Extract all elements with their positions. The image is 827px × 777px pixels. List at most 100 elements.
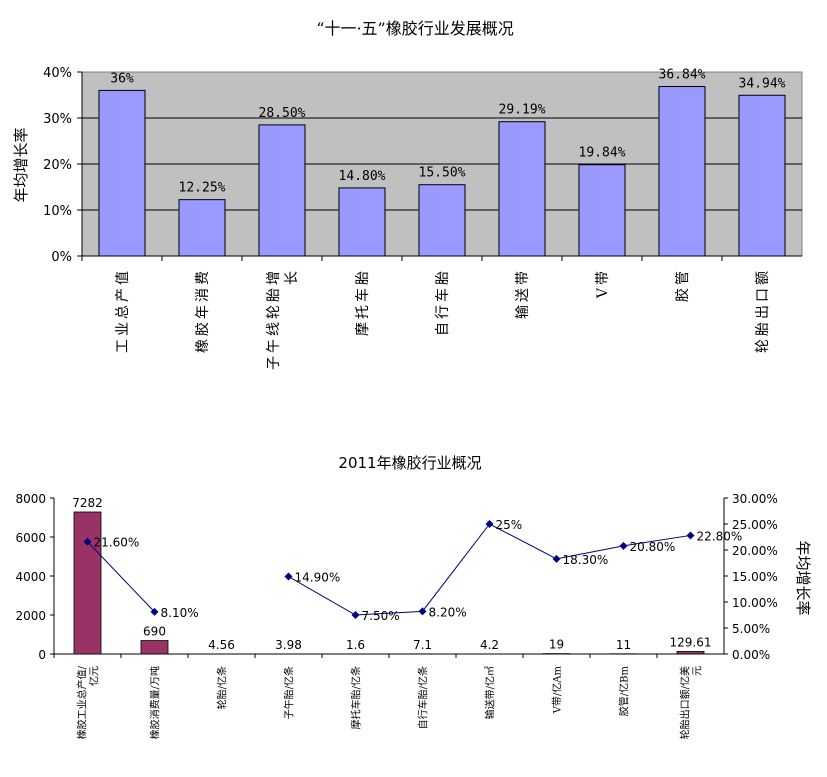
chart-1-category-label: 胶管	[674, 268, 691, 302]
chart-2-line-point	[485, 520, 494, 528]
chart-2-line-point	[686, 531, 695, 540]
chart-2-line-label: 25%	[496, 518, 523, 532]
chart-2-bar-label: 7.1	[413, 638, 432, 652]
chart-1-bar	[738, 94, 786, 257]
chart-2-y2-tick-label: 0.00%	[732, 648, 770, 662]
chart-2-line-label: 8.10%	[161, 606, 199, 620]
chart-1-y-tick-label: 20%	[43, 158, 72, 173]
chart-1-category-label: 轮胎出口额	[755, 268, 771, 353]
chart-2-line-segment	[288, 523, 691, 616]
chart-1-y-tick-label: 10%	[43, 204, 72, 219]
chart-1-bar	[658, 86, 706, 257]
chart-1-category-label: 摩托车胎	[354, 268, 371, 336]
chart-2-bar-label: 4.2	[480, 638, 499, 652]
chart-2-y-tick-label: 4000	[15, 570, 46, 584]
chart-2-y-tick-label: 2000	[15, 609, 46, 623]
chart-2-category-label: 轮胎/亿条	[216, 666, 229, 709]
chart-2-bar-label: 3.98	[275, 638, 302, 652]
chart-1-bar	[338, 187, 386, 257]
chart-2-line-point	[284, 572, 293, 581]
chart-1-data-label: 14.80%	[339, 169, 386, 184]
chart-1-data-label: 29.19%	[499, 103, 546, 118]
chart-1-category-label: 长	[284, 268, 300, 285]
chart-1-data-label: 15.50%	[419, 166, 466, 181]
chart-1-category-label: 橡胶年消费	[194, 268, 211, 353]
chart-2-category-label: 轮胎出口额/亿美	[679, 666, 692, 739]
chart-1-y-tick-label: 30%	[43, 112, 72, 127]
chart-2-y2label: 年均增长率	[794, 540, 812, 615]
chart-2-x-axis: 橡胶工业总产值/亿元 橡胶消费量/万吨 轮胎/亿条 子午胎/亿条 摩托车胎/亿条 自行车胎…	[53, 654, 704, 739]
chart-1-category-label: 工业总产值	[115, 268, 131, 353]
chart-1-y-tick-label: 40%	[43, 66, 72, 81]
chart-2-bar	[73, 511, 102, 655]
chart-1-data-label: 36.84%	[659, 68, 706, 83]
chart-1-y-tick-label: 0%	[51, 250, 72, 265]
chart-2-y2-tick-label: 30.00%	[732, 492, 778, 506]
chart-1-data-labels: 36% 12.25% 28.50% 14.80% 15.50% 29.19% 19.84% 3…	[110, 68, 785, 196]
chart-1-data-label: 19.84%	[579, 146, 626, 161]
chart-2-y-axis: 0 2000 4000 6000 8000	[15, 492, 54, 662]
chart-1-category-label: 子午线轮胎增	[266, 268, 282, 370]
chart-2-line-point	[150, 607, 159, 616]
chart-2-title: 2011年橡胶行业概况	[338, 454, 481, 472]
chart-2-category-label: 胶管/亿Bm	[618, 665, 631, 716]
chart-2-bar	[140, 640, 169, 655]
chart-2-bars: 7282 690 4.56 3.98 1.6 7.1 4.2 19 11 129.61	[72, 496, 712, 655]
chart-1-bar	[178, 199, 226, 257]
chart-1-bar	[418, 184, 466, 257]
chart-2-category-label: 橡胶消费量/万吨	[149, 666, 162, 739]
chart-2-line-label: 8.20%	[429, 605, 467, 619]
chart-2-y2-tick-label: 20.00%	[732, 544, 778, 558]
chart-2-category-label: 元	[693, 666, 704, 676]
chart-1-bar	[258, 124, 306, 257]
chart-2-line-point	[418, 607, 427, 616]
chart-2-bar-label: 19	[549, 638, 564, 652]
chart-1-bar	[498, 121, 546, 257]
chart-2-y2-tick-label: 10.00%	[732, 596, 778, 610]
chart-1-bar	[98, 89, 146, 257]
chart-2-bar	[676, 651, 705, 655]
chart-1-category-label: 输送带	[515, 268, 531, 319]
chart-2-category-label: V带/亿Am	[551, 665, 564, 714]
chart-2-bar-label: 11	[616, 638, 631, 652]
chart-1-category-label: V带	[595, 268, 611, 299]
chart-2-line-label: 20.80%	[630, 540, 676, 554]
chart-2-category-label: 橡胶工业总产值/	[76, 665, 89, 739]
chart-2-line-point	[83, 537, 92, 546]
chart-2-bar-label: 690	[143, 625, 166, 639]
chart-2-y-tick-label: 8000	[15, 492, 46, 506]
chart-2-y-tick-label: 6000	[15, 531, 46, 545]
chart-2-category-label: 亿元	[88, 666, 101, 686]
chart-2-category-label: 自行车胎/亿条	[417, 666, 430, 729]
chart-2-line-segment	[87, 541, 155, 613]
chart-1-title: “十一·五”橡胶行业发展概况	[316, 19, 513, 38]
chart-2-y-tick-label: 0	[38, 648, 46, 662]
chart-2-bar-label: 4.56	[208, 638, 235, 652]
chart-1-category-label: 自行车胎	[434, 268, 451, 336]
chart-1-ylabel: 年均增长率	[12, 127, 30, 202]
chart-2-y2-tick-label: 5.00%	[732, 622, 770, 636]
chart-1-x-axis: 工业总产值 橡胶年消费 子午线轮胎增长 摩托车胎 自行车胎 输送带 V带 胶管 轮胎出口额	[81, 256, 771, 370]
chart-2-line-label: 22.80%	[697, 529, 743, 543]
chart-1-data-label: 28.50%	[259, 106, 306, 121]
chart-2-category-label: 子午胎/亿条	[283, 666, 296, 719]
chart-2-bar-label: 7282	[72, 496, 103, 510]
chart-2-line-label: 18.30%	[563, 553, 609, 567]
chart-2-category-label: 输送带/亿㎡	[484, 666, 497, 719]
chart-2-line-point	[552, 554, 561, 563]
chart-2-y2-axis: 0.00% 5.00% 10.00% 15.00% 20.00% 25.00% 30.00%	[724, 492, 778, 662]
chart-1-bars	[98, 86, 786, 257]
chart-1-bar	[578, 164, 626, 257]
chart-2: 2011年橡胶行业概况 年均增长率 0 2000 4000 6000 8000 0.00…	[15, 454, 812, 739]
chart-2-line-point	[351, 611, 360, 619]
chart-2-line-label: 14.90%	[295, 571, 341, 585]
chart-2-y2-tick-label: 15.00%	[732, 570, 778, 584]
chart-1: “十一·五”橡胶行业发展概况 年均增长率 0% 10% 20% 30% 40% 36% 1…	[12, 19, 803, 370]
chart-1-data-label: 12.25%	[179, 181, 226, 196]
chart-2-line-label: 7.50%	[362, 609, 400, 623]
chart-1-data-label: 34.94%	[739, 76, 786, 91]
chart-1-data-label: 36%	[110, 71, 134, 86]
chart-2-line-point	[619, 541, 628, 550]
chart-2-bar-label: 1.6	[346, 638, 365, 652]
